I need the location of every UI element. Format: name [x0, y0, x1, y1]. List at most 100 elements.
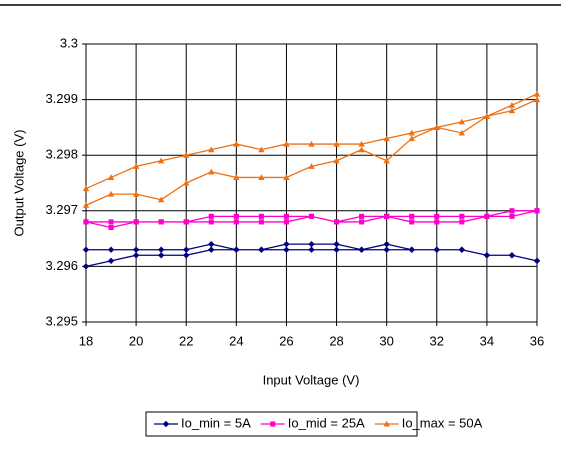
- series-line: [85, 93, 538, 206]
- x-tick-label: 28: [329, 333, 343, 348]
- data-point: [107, 190, 115, 197]
- data-point: [433, 246, 440, 253]
- y-tick-label: 3.3: [60, 35, 78, 50]
- data-point: [108, 224, 114, 231]
- data-point: [208, 146, 215, 153]
- data-point: [508, 107, 516, 114]
- data-point: [157, 252, 165, 259]
- data-point: [157, 157, 165, 164]
- x-tick-label: 24: [229, 333, 243, 348]
- data-point: [158, 219, 164, 225]
- y-axis-label: Output Voltage (V): [11, 130, 26, 237]
- data-point: [233, 174, 240, 180]
- data-point: [359, 219, 365, 225]
- data-point: [283, 219, 290, 225]
- data-point: [484, 213, 490, 219]
- data-point: [458, 118, 466, 125]
- legend-marker: [383, 420, 390, 427]
- data-point: [208, 168, 215, 175]
- data-point: [82, 185, 90, 192]
- data-point: [384, 213, 390, 219]
- data-point: [82, 263, 90, 270]
- x-axis-label: Input Voltage (V): [263, 372, 360, 387]
- data-point: [157, 196, 165, 203]
- data-point: [82, 246, 90, 253]
- data-point: [107, 246, 115, 253]
- data-point: [132, 252, 140, 259]
- data-point: [383, 157, 390, 164]
- data-point: [409, 213, 415, 219]
- data-point: [233, 219, 239, 225]
- x-tick-label: 30: [379, 333, 393, 348]
- data-point: [333, 140, 340, 147]
- data-point: [359, 213, 365, 219]
- series-line: [85, 210, 538, 229]
- data-point: [82, 202, 90, 208]
- data-point: [283, 246, 290, 253]
- data-point: [258, 219, 264, 225]
- data-point: [483, 252, 491, 259]
- data-point: [433, 124, 440, 130]
- data-point: [458, 246, 466, 253]
- data-point: [333, 246, 340, 253]
- x-tick-label: 18: [79, 333, 93, 348]
- data-point: [358, 140, 365, 147]
- data-point: [258, 146, 265, 153]
- data-point: [108, 219, 114, 225]
- data-point: [383, 135, 390, 142]
- data-point: [459, 219, 465, 225]
- data-point: [333, 240, 340, 248]
- data-point: [258, 213, 264, 219]
- data-point: [533, 257, 541, 265]
- data-point: [283, 240, 290, 248]
- data-point: [308, 240, 315, 248]
- data-point: [533, 90, 541, 97]
- data-point: [107, 174, 115, 180]
- data-point: [208, 246, 215, 253]
- data-point: [408, 246, 415, 253]
- legend-marker: [162, 420, 170, 428]
- data-point: [283, 140, 290, 147]
- legend-label: Io_min = 5A: [181, 415, 251, 430]
- data-point: [157, 246, 165, 253]
- data-point: [408, 129, 415, 136]
- data-point: [183, 179, 190, 186]
- data-point: [434, 219, 440, 225]
- data-point: [208, 213, 214, 219]
- data-point: [358, 146, 365, 153]
- x-tick-label: 26: [279, 333, 293, 348]
- x-tick-label: 36: [530, 333, 544, 348]
- data-point: [458, 129, 466, 136]
- data-point: [308, 163, 315, 169]
- x-tick-label: 32: [430, 333, 444, 348]
- data-point: [258, 246, 265, 253]
- data-point: [132, 246, 140, 253]
- data-point: [483, 113, 491, 119]
- data-point: [459, 213, 465, 219]
- data-point: [107, 257, 115, 265]
- x-tick-label: 20: [129, 333, 143, 348]
- data-point: [333, 157, 340, 164]
- data-point: [508, 101, 516, 108]
- plot-border: [85, 43, 538, 323]
- data-point: [308, 213, 315, 219]
- legend: Io_min = 5A Io_mid = 25A Io_max = 50A: [145, 411, 483, 437]
- data-point: [132, 163, 140, 169]
- data-point: [358, 246, 365, 253]
- data-point: [258, 174, 265, 180]
- data-point: [83, 219, 89, 225]
- legend-label: Io_mid = 25A: [288, 415, 365, 430]
- data-point: [509, 213, 515, 219]
- x-tick-label: 34: [480, 333, 494, 348]
- x-tick-label: 22: [179, 333, 193, 348]
- data-point: [533, 96, 541, 103]
- data-point: [183, 152, 190, 158]
- y-tick-label: 3.299: [45, 91, 78, 106]
- data-point: [508, 252, 516, 259]
- data-point: [383, 246, 390, 253]
- data-point: [233, 246, 240, 253]
- y-tick-label: 3.298: [45, 147, 78, 162]
- data-point: [183, 219, 189, 225]
- data-point: [434, 213, 440, 219]
